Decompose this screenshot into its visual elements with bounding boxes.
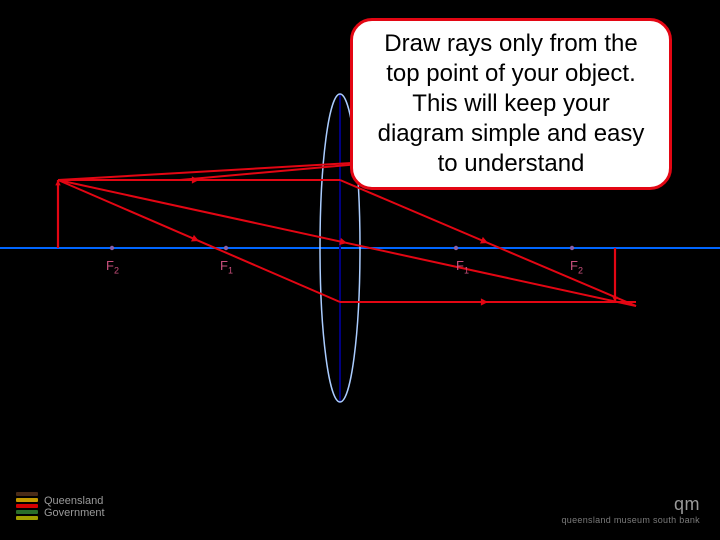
qm-brand: qm <box>562 494 701 515</box>
instruction-callout: Draw rays only from the top point of you… <box>350 18 672 190</box>
qm-subtext: queensland museum south bank <box>562 515 701 525</box>
instruction-text: Draw rays only from the top point of you… <box>378 30 645 177</box>
focal-label-right-f1: F1 <box>456 258 469 276</box>
diagram-stage: Draw rays only from the top point of you… <box>0 0 720 540</box>
qld-gov-text: Queensland Government <box>44 495 105 519</box>
qm-logo: qm queensland museum south bank <box>562 494 701 525</box>
focal-label-left-f1: F1 <box>220 258 233 276</box>
qld-gov-stripes-icon <box>16 492 38 522</box>
focal-label-left-f2: F2 <box>106 258 119 276</box>
qld-gov-logo: Queensland Government <box>16 492 105 522</box>
focal-label-right-f2: F2 <box>570 258 583 276</box>
